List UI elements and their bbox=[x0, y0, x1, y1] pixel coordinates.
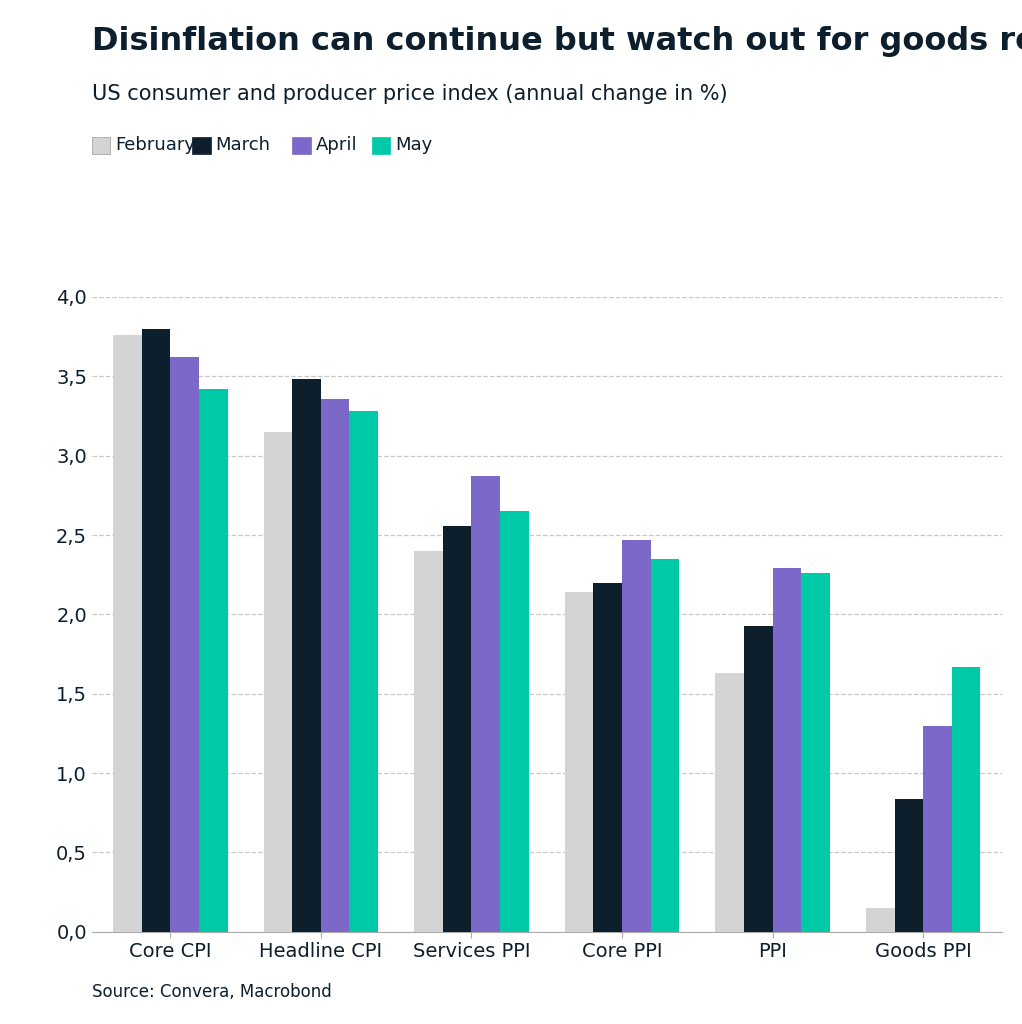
Bar bbox=[565, 592, 594, 932]
Text: April: April bbox=[316, 136, 358, 155]
Text: Source: Convera, Macrobond: Source: Convera, Macrobond bbox=[92, 983, 332, 1001]
Bar bbox=[622, 540, 651, 932]
Bar bbox=[923, 725, 951, 932]
Bar bbox=[651, 559, 680, 932]
Bar bbox=[594, 583, 622, 932]
Bar bbox=[471, 476, 500, 932]
Bar bbox=[500, 511, 528, 932]
Bar bbox=[866, 908, 894, 932]
Bar bbox=[264, 432, 292, 932]
Bar bbox=[744, 626, 773, 932]
Bar bbox=[199, 389, 228, 932]
Bar bbox=[142, 329, 171, 932]
Bar bbox=[350, 412, 378, 932]
Bar bbox=[113, 335, 142, 932]
Bar bbox=[171, 357, 199, 932]
Bar bbox=[321, 398, 350, 932]
Bar bbox=[801, 573, 830, 932]
Text: US consumer and producer price index (annual change in %): US consumer and producer price index (an… bbox=[92, 84, 728, 104]
Bar bbox=[715, 673, 744, 932]
Text: February: February bbox=[115, 136, 195, 155]
Bar bbox=[773, 568, 801, 932]
Text: March: March bbox=[216, 136, 271, 155]
Text: May: May bbox=[396, 136, 432, 155]
Bar bbox=[443, 525, 471, 932]
Bar bbox=[894, 799, 923, 932]
Bar bbox=[292, 380, 321, 932]
Bar bbox=[414, 551, 443, 932]
Text: Disinflation can continue but watch out for goods rebounding: Disinflation can continue but watch out … bbox=[92, 26, 1022, 56]
Bar bbox=[951, 667, 980, 932]
